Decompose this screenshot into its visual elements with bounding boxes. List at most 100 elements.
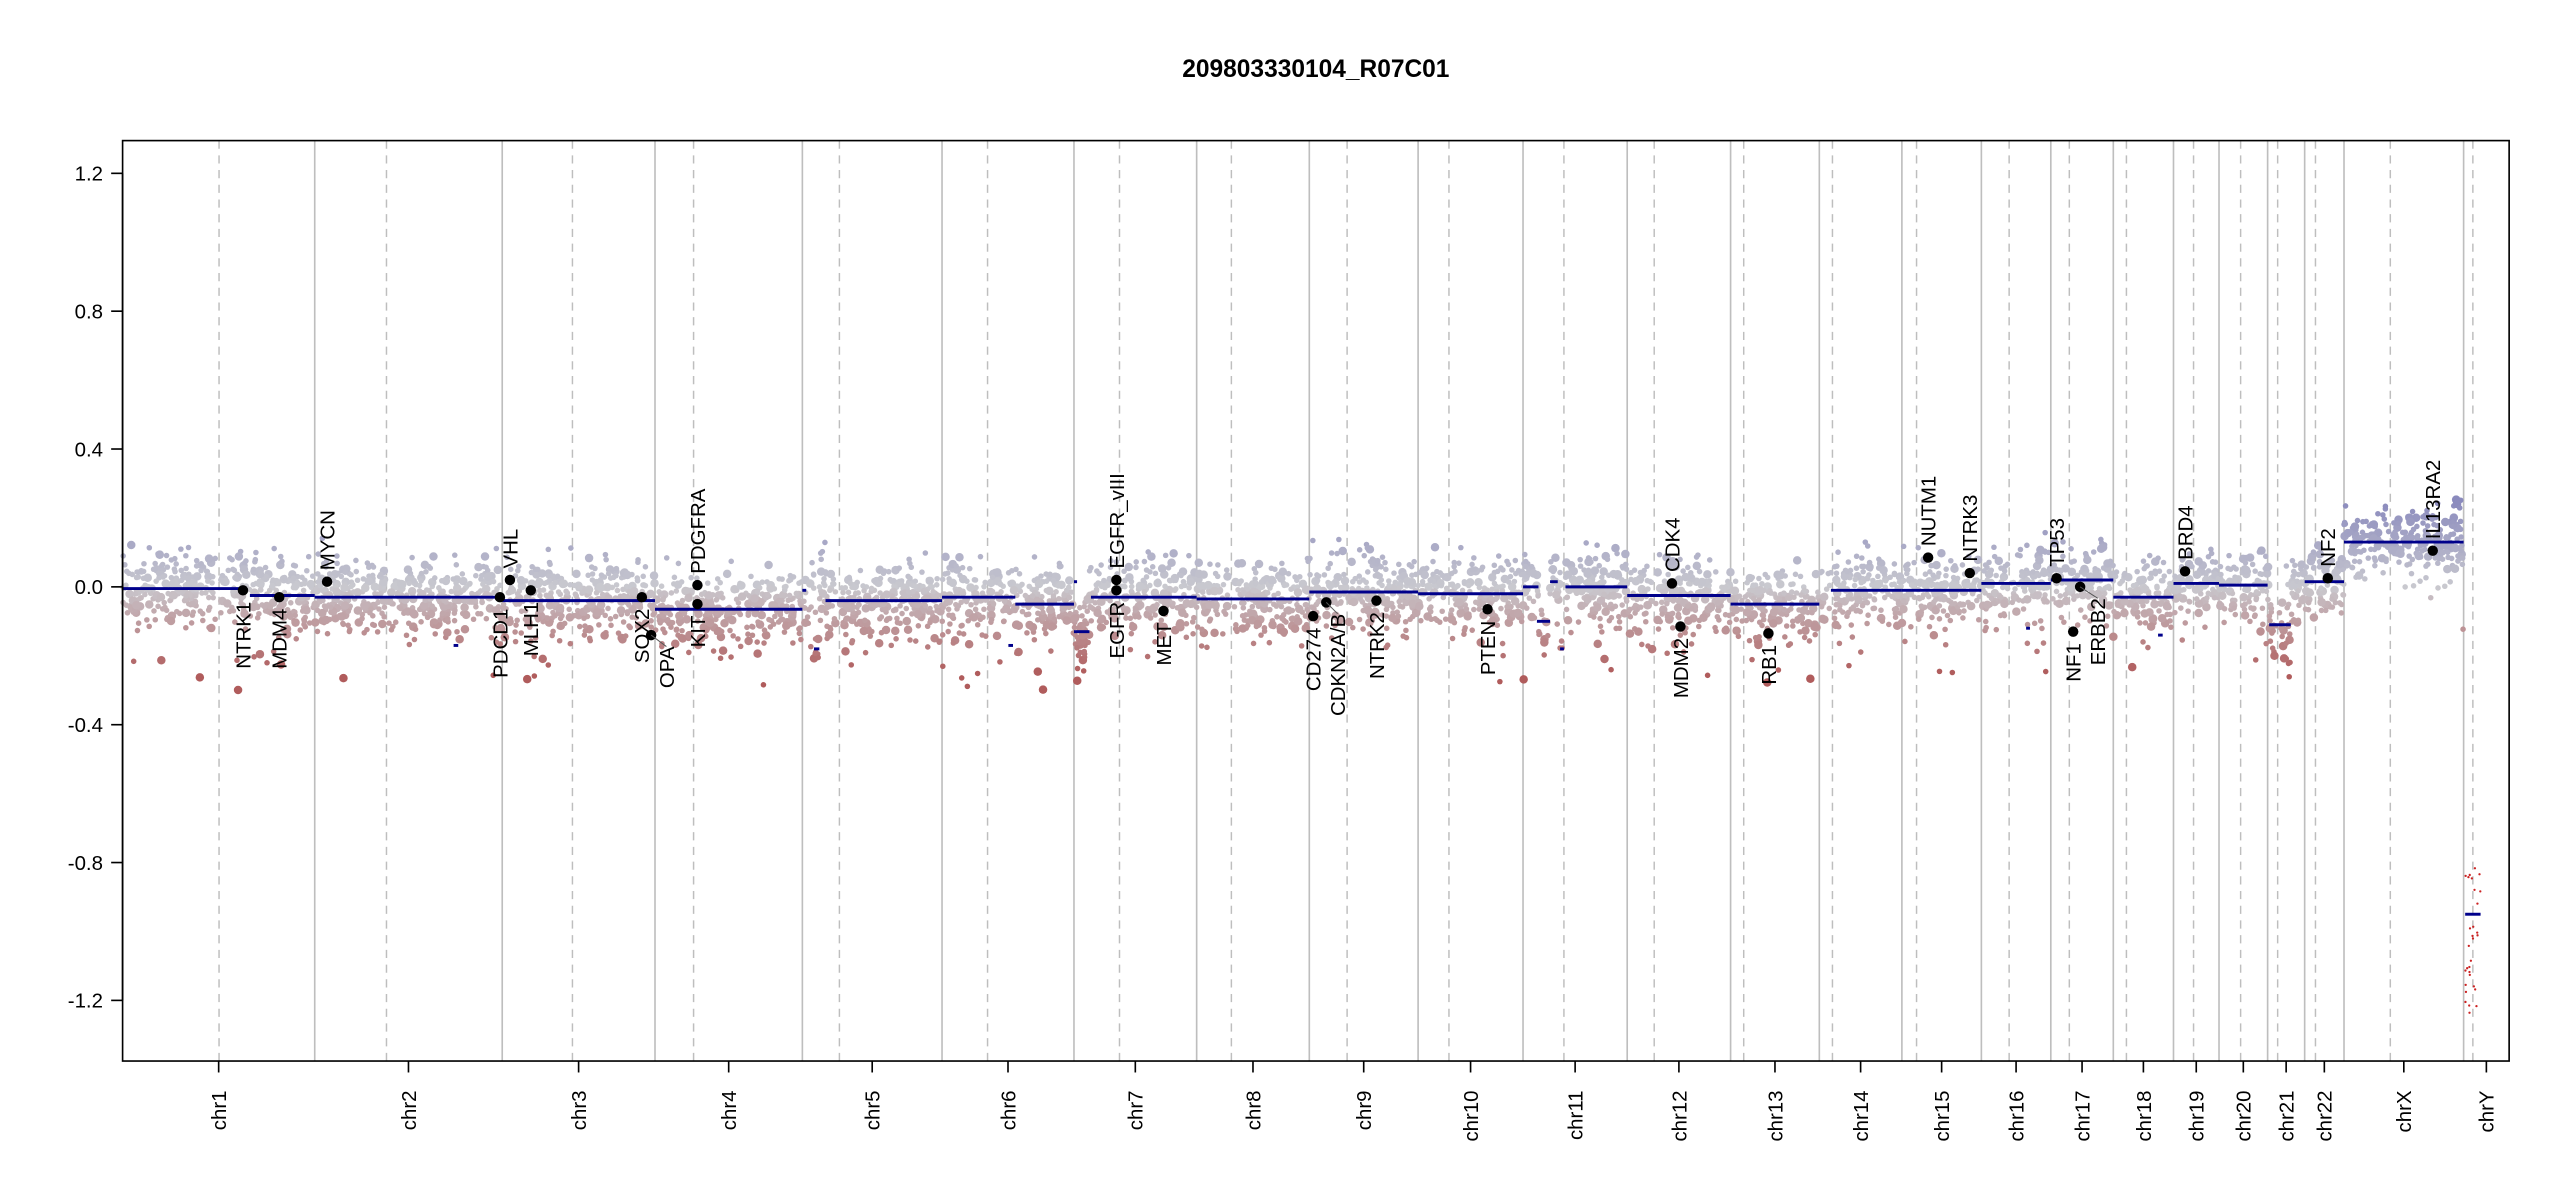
probe-point: [2104, 602, 2110, 609]
probe-point: [2156, 608, 2162, 614]
probe-point: [1930, 572, 1936, 578]
probe-point: [1072, 676, 1082, 686]
probe-point: [2000, 599, 2009, 609]
probe-point: [2353, 531, 2360, 538]
probe-point: [1599, 629, 1605, 635]
probe-point: [717, 655, 724, 662]
probe-point: [1738, 606, 1745, 612]
probe-point: [188, 620, 195, 626]
probe-point: [596, 582, 605, 592]
probe-point: [1144, 653, 1151, 660]
probe-point: [198, 567, 204, 574]
probe-point: [364, 577, 374, 586]
probe-point: [1943, 572, 1949, 579]
probe-point: [1068, 589, 1075, 595]
probe-point: [1642, 618, 1649, 625]
probe-point: [821, 576, 827, 582]
probe-point: [1859, 602, 1866, 609]
probe-point: [2077, 607, 2084, 613]
probe-point: [1606, 617, 1613, 624]
probe-point: [1453, 584, 1460, 590]
probe-point: [1402, 618, 1409, 625]
probe-point: [1103, 619, 1110, 626]
probe-point: [2112, 573, 2119, 580]
probe-point: [806, 606, 812, 613]
probe-point: [1097, 597, 1106, 606]
probe-point: [750, 624, 756, 630]
gene-label-cdk4: CDK4: [1662, 517, 1684, 571]
probe-point: [1864, 620, 1870, 627]
x-tick-label-chr2: chr2: [399, 1090, 421, 1130]
probe-point: [314, 607, 321, 614]
gene-dot: [1482, 604, 1493, 615]
probe-point: [1210, 628, 1219, 638]
probe-point: [301, 580, 308, 587]
probe-point: [585, 572, 591, 579]
probe-point: [816, 595, 823, 602]
gene-leader-line: [2079, 586, 2098, 599]
probe-point: [378, 571, 384, 578]
probe-point: [1510, 597, 1520, 606]
probe-point: [2140, 639, 2146, 645]
probe-point: [1051, 598, 1058, 605]
probe-point: [418, 619, 424, 625]
probe-point: [1832, 609, 1838, 615]
probe-point: [2342, 503, 2349, 509]
probe-point: [1009, 585, 1019, 595]
gene-label-cd274: CD274: [1304, 628, 1326, 692]
probe-point: [1936, 668, 1943, 675]
probe-point: [205, 578, 211, 584]
probe-point: [1334, 550, 1340, 557]
probe-point: [1268, 620, 1277, 629]
probe-point: [2468, 1004, 2471, 1007]
probe-point: [513, 622, 519, 628]
probe-point: [1815, 589, 1821, 595]
probe-point: [1739, 618, 1745, 624]
probe-point: [1253, 580, 1259, 586]
probe-point: [1476, 638, 1485, 647]
probe-point: [779, 602, 786, 609]
probe-point: [704, 580, 711, 586]
probe-point: [1491, 562, 1498, 569]
probe-point: [2474, 988, 2477, 991]
probe-point: [1432, 615, 1438, 622]
probe-point: [1323, 623, 1330, 629]
probe-point: [983, 633, 989, 639]
probe-point: [2468, 973, 2471, 977]
probe-point: [846, 574, 853, 581]
probe-point: [1665, 571, 1671, 578]
probe-point: [1809, 609, 1815, 616]
probe-point: [2218, 591, 2227, 601]
probe-point: [1647, 578, 1653, 585]
probe-point: [470, 616, 477, 623]
x-tick-label-chr12: chr12: [1669, 1090, 1691, 1141]
probe-point: [1383, 566, 1389, 573]
probe-point: [612, 613, 619, 620]
probe-point: [1593, 603, 1602, 612]
probe-point: [1554, 621, 1561, 627]
probe-point: [830, 576, 837, 582]
probe-point: [233, 685, 243, 695]
probe-point: [1818, 614, 1827, 624]
probe-point: [1512, 557, 1519, 564]
probe-point: [2473, 867, 2477, 870]
probe-point: [364, 560, 371, 566]
probe-point: [375, 599, 381, 606]
probe-point: [353, 557, 359, 564]
probe-point: [982, 579, 988, 586]
probe-point: [275, 634, 282, 641]
probe-point: [300, 587, 307, 594]
probe-point: [2141, 565, 2148, 572]
gene-dot: [494, 591, 506, 603]
probe-point: [240, 609, 249, 619]
probe-point: [714, 585, 720, 591]
probe-point: [1942, 583, 1949, 590]
probe-point: [1231, 603, 1238, 610]
probe-point: [1519, 675, 1528, 684]
probe-point: [403, 632, 410, 639]
x-tick-label-chr17: chr17: [2072, 1090, 2094, 1141]
probe-point: [1081, 603, 1088, 610]
probe-point: [491, 589, 497, 596]
probe-point: [673, 626, 680, 633]
probe-point: [946, 612, 952, 618]
